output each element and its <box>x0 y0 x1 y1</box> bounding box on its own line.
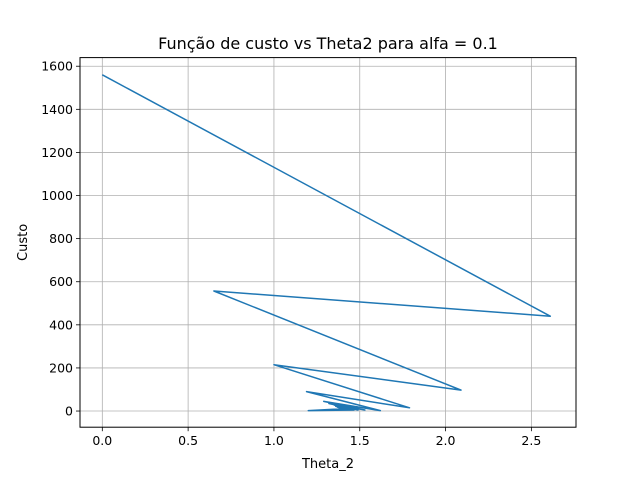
series-layer <box>101 74 552 412</box>
y-tick-label: 1000 <box>41 188 73 203</box>
y-tick-label: 1600 <box>41 59 73 74</box>
y-axis-ticks: 0 200 400 600 800 1000 1200 1400 1600 <box>41 59 80 419</box>
x-tick-label: 2.0 <box>436 433 456 448</box>
x-tick-label: 1.0 <box>264 433 284 448</box>
x-tick-label: 1.5 <box>350 433 370 448</box>
y-tick-label: 1200 <box>41 145 73 160</box>
y-tick-label: 400 <box>49 317 73 332</box>
y-axis-label: Custo <box>16 224 31 261</box>
chart-title: Função de custo vs Theta2 para alfa = 0.… <box>158 34 498 53</box>
plot-frame <box>79 57 577 428</box>
y-tick-label: 1400 <box>41 102 73 117</box>
x-axis-label: Theta_2 <box>301 457 354 472</box>
x-tick-label: 0.5 <box>178 433 198 448</box>
series-line-0 <box>101 74 552 412</box>
grid-lines <box>80 57 576 428</box>
x-tick-label: 0.0 <box>92 433 112 448</box>
x-axis-ticks: 0.0 0.5 1.0 1.5 2.0 2.5 <box>92 427 541 448</box>
x-tick-label: 2.5 <box>521 433 541 448</box>
y-tick-label: 0 <box>65 404 73 419</box>
y-tick-label: 600 <box>49 274 73 289</box>
y-tick-label: 800 <box>49 231 73 246</box>
y-tick-label: 200 <box>49 360 73 375</box>
